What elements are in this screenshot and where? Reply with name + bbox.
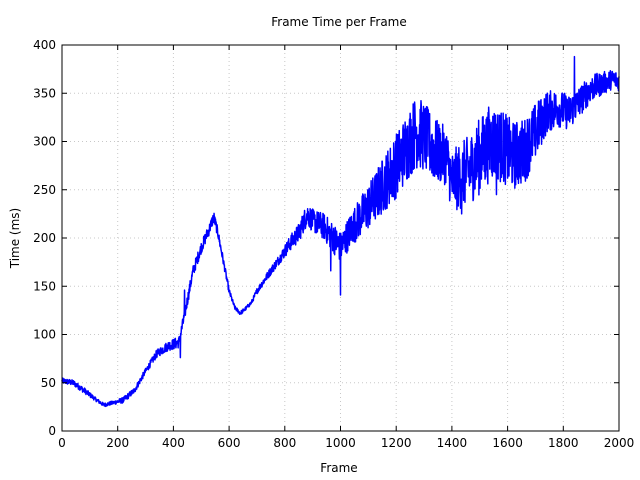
frame-time-series-line: [61, 55, 620, 408]
chart-title: Frame Time per Frame: [271, 15, 407, 29]
plot-area: [61, 55, 620, 408]
x-tick-label: 800: [273, 436, 296, 450]
x-tick-label: 1400: [437, 436, 468, 450]
y-tick-label: 200: [33, 231, 56, 245]
x-tick-label: 1000: [325, 436, 356, 450]
x-tick-label: 600: [218, 436, 241, 450]
y-tick-label: 300: [33, 135, 56, 149]
x-tick-label: 1600: [492, 436, 523, 450]
y-axis-label: Time (ms): [8, 208, 22, 270]
y-tick-label: 350: [33, 86, 56, 100]
x-tick-label: 1200: [381, 436, 412, 450]
x-tick-label: 400: [162, 436, 185, 450]
y-tick-label: 0: [48, 424, 56, 438]
x-tick-label: 2000: [604, 436, 635, 450]
y-tick-label: 150: [33, 279, 56, 293]
y-tick-label: 250: [33, 183, 56, 197]
axis-ticks: 0 200 400 600 800 1000 1200 1400 1600 1800 2000 0 50…: [33, 38, 634, 450]
x-tick-label: 0: [58, 436, 66, 450]
y-tick-label: 50: [41, 376, 56, 390]
y-tick-label: 100: [33, 328, 56, 342]
x-axis-label: Frame: [320, 461, 357, 475]
y-tick-label: 400: [33, 38, 56, 52]
x-tick-label: 200: [106, 436, 129, 450]
x-tick-label: 1800: [548, 436, 579, 450]
